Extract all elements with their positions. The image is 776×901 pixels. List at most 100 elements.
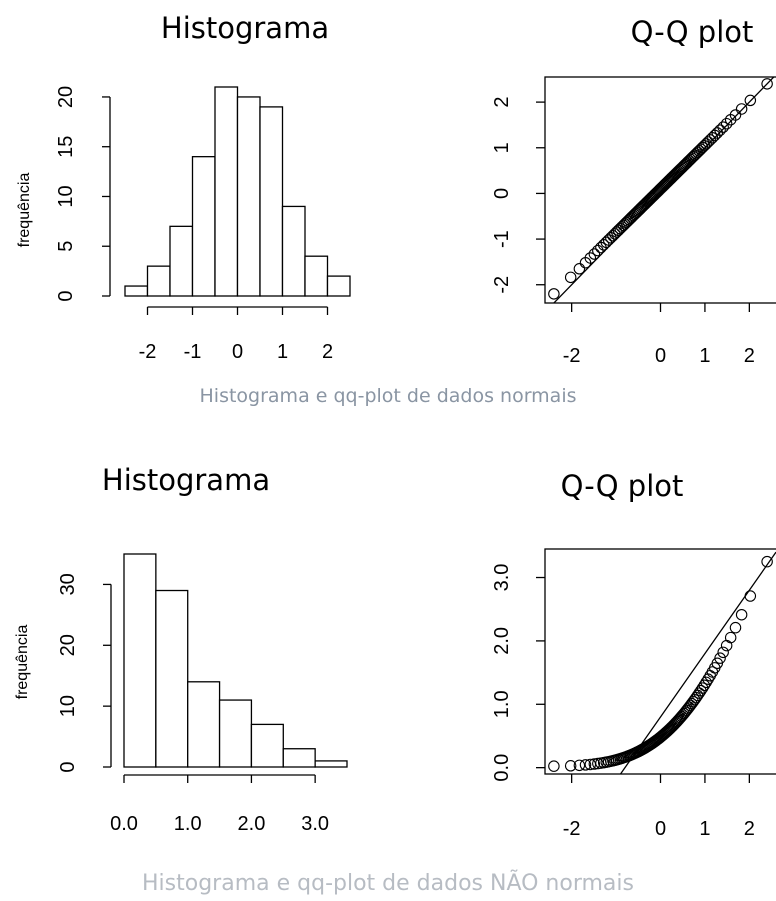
- qq-point: [729, 621, 742, 634]
- y-tick-label: 3.0: [491, 564, 513, 592]
- histogram-title: Histograma: [161, 11, 329, 45]
- histogram-bar: [169, 225, 194, 297]
- x-tick-label: -1: [184, 341, 202, 363]
- histogram-bar: [214, 86, 239, 297]
- qq-point: [735, 103, 748, 115]
- x-tick-label: 3.0: [301, 813, 329, 835]
- qq-point: [686, 152, 698, 164]
- qq-plot-title: Q-Q plot: [631, 15, 754, 49]
- histogram-bar: [236, 96, 261, 297]
- qq-point: [724, 631, 737, 644]
- x-tick-label: -2: [139, 341, 157, 363]
- qq-point: [686, 697, 698, 710]
- histogram-bar: [281, 205, 306, 297]
- qq-point: [700, 676, 712, 689]
- histogram-bar: [123, 553, 157, 768]
- qq-point: [696, 682, 709, 694]
- plot-frame: [544, 76, 776, 304]
- y-tick-label: 0: [491, 188, 513, 199]
- figure-normal-svg: Histograma Q-Q plot frequência -2 -1 0 1 2 0 5…: [16, 11, 776, 367]
- x-tick-label: 0: [655, 345, 666, 367]
- y-tick-label: 1: [491, 142, 513, 153]
- histogram-bar: [187, 681, 221, 768]
- qq-point: [617, 219, 630, 232]
- qq-point: [698, 139, 711, 152]
- qq-point: [729, 109, 742, 121]
- histogram-bar: [155, 589, 189, 768]
- qq-point: [588, 758, 601, 770]
- qq-point: [687, 150, 699, 163]
- qq-point: [714, 652, 726, 664]
- x-tick-label: -2: [563, 818, 581, 840]
- x-tick-label: 1: [277, 341, 288, 363]
- qq-point: [584, 252, 597, 264]
- qq-point: [717, 121, 729, 133]
- qq-point: [592, 244, 604, 257]
- x-tick-label: -2: [563, 345, 581, 367]
- qq-point: [735, 608, 748, 621]
- x-tick-label: 0: [655, 818, 666, 840]
- qq-plot-non-normal: -2 0 1 2 0.0 1.0 2.0 3.0: [491, 548, 776, 840]
- qq-plot-normal: -2 0 1 2 -2 -1 0 1 2: [491, 76, 776, 367]
- histogram-bar: [282, 748, 316, 768]
- qq-reference-line: [619, 551, 776, 774]
- y-tick-label: -1: [491, 230, 513, 248]
- qq-point: [573, 759, 586, 772]
- qq-point: [711, 127, 724, 139]
- qq-plot-title: Q-Q plot: [561, 469, 684, 503]
- qq-point: [573, 263, 586, 275]
- y-tick-label: 0.0: [491, 754, 513, 782]
- figure-non-normal-data: Histograma Q-Q plot frequência 0.0 1.0 2.0…: [0, 450, 776, 901]
- x-tick-label: 1.0: [174, 813, 202, 835]
- x-tick-label: 0: [232, 341, 243, 363]
- histogram-bar: [191, 156, 216, 297]
- qq-point: [616, 221, 628, 233]
- x-tick-label: 1: [699, 818, 710, 840]
- histogram-bar: [218, 699, 253, 768]
- y-tick-label: 1.0: [491, 690, 513, 718]
- x-tick-label: 0.0: [110, 813, 138, 835]
- qq-point: [704, 134, 716, 146]
- y-tick-label: 0: [55, 290, 77, 301]
- y-tick-label: 5: [55, 241, 77, 252]
- histogram-bar: [146, 265, 171, 297]
- x-tick-label: 2: [744, 818, 755, 840]
- qq-point: [761, 555, 773, 568]
- qq-point: [744, 94, 757, 107]
- qq-point: [564, 271, 577, 284]
- qq-point: [698, 679, 711, 692]
- qq-point: [717, 646, 729, 659]
- y-tick-label: 10: [55, 185, 77, 207]
- figure-caption: Histograma e qq-plot de dados normais: [199, 385, 577, 407]
- qq-point: [700, 138, 712, 150]
- qq-point: [744, 590, 757, 602]
- qq-point: [602, 234, 615, 246]
- qq-point: [761, 78, 773, 90]
- histogram-bar: [124, 285, 149, 297]
- qq-point: [579, 759, 592, 771]
- y-tick-label: 10: [57, 695, 79, 717]
- y-axis-label: frequência: [14, 625, 31, 700]
- histogram-non-normal: 0.0 1.0 2.0 3.0 0 10 20 30: [57, 553, 348, 835]
- histogram-bar: [304, 255, 329, 297]
- y-tick-label: 30: [57, 573, 79, 595]
- y-tick-label: 20: [57, 634, 79, 656]
- y-axis-label: frequência: [16, 173, 33, 248]
- histogram-bar: [259, 106, 284, 297]
- x-tick-label: 2.0: [238, 813, 266, 835]
- qq-point: [564, 760, 577, 772]
- x-tick-label: 2: [744, 345, 755, 367]
- histogram-bar: [314, 760, 348, 768]
- histogram-title: Histograma: [102, 463, 270, 497]
- figure-caption: Histograma e qq-plot de dados NÃO normai…: [142, 871, 634, 896]
- x-tick-label: 1: [699, 345, 710, 367]
- figure-normal-data: Histograma Q-Q plot frequência -2 -1 0 1 2 0 5…: [0, 0, 776, 430]
- qq-point: [714, 124, 726, 136]
- qq-point: [684, 699, 697, 712]
- qq-point: [688, 149, 701, 162]
- qq-point: [720, 117, 733, 130]
- y-tick-label: -2: [491, 276, 513, 294]
- qq-point: [548, 760, 560, 772]
- histogram-bar: [250, 723, 284, 768]
